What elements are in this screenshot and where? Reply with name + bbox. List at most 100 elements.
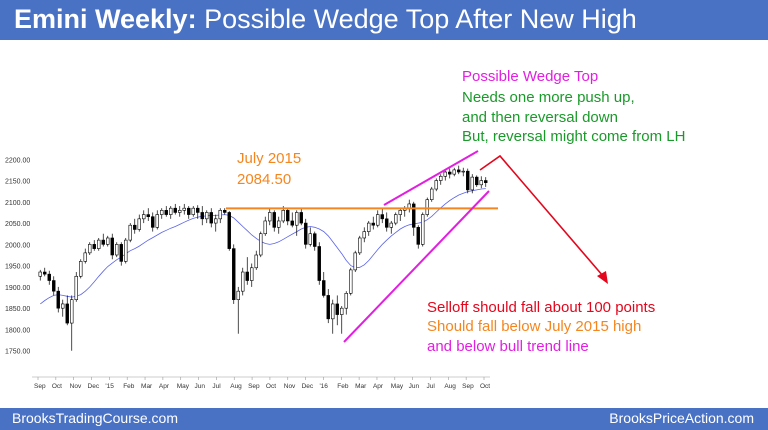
candle xyxy=(371,216,375,230)
x-tick-label: Nov xyxy=(284,383,296,390)
candle-body xyxy=(331,303,335,320)
candle xyxy=(119,242,123,266)
candle-body xyxy=(281,210,285,222)
candle-body xyxy=(326,295,330,320)
y-tick-label: 1950.00 xyxy=(5,264,30,271)
x-tick-label: Oct xyxy=(52,383,62,390)
candle-body xyxy=(43,271,47,275)
candle xyxy=(227,211,231,251)
candle-body xyxy=(452,169,456,175)
candle-body xyxy=(286,210,290,222)
candle xyxy=(380,208,384,224)
candle xyxy=(110,233,114,260)
candle-body xyxy=(47,273,51,281)
candle-body xyxy=(214,218,218,224)
candle xyxy=(214,214,218,232)
candle xyxy=(146,208,150,221)
candle-body xyxy=(110,237,114,256)
candle xyxy=(245,257,249,285)
candle-body xyxy=(88,244,92,254)
candle-body xyxy=(484,180,488,183)
candle xyxy=(70,295,74,351)
candle-body xyxy=(358,237,362,254)
candle xyxy=(178,206,182,217)
candle xyxy=(272,210,276,232)
candle xyxy=(331,299,335,334)
candle-body xyxy=(146,214,150,218)
candle-body xyxy=(272,212,276,228)
candle-body xyxy=(295,212,299,226)
candle-body xyxy=(205,212,209,220)
x-tick-label: Feb xyxy=(337,383,349,390)
candle-body xyxy=(119,244,123,262)
candle xyxy=(344,291,348,315)
candle-body xyxy=(448,171,452,175)
x-tick-label: Dec xyxy=(302,383,314,390)
candle xyxy=(322,272,326,298)
candle-body xyxy=(106,237,110,245)
candle-body xyxy=(308,233,312,245)
x-tick-label: Nov xyxy=(70,383,82,390)
candle-body xyxy=(74,275,78,300)
candle-body xyxy=(367,222,371,232)
candle xyxy=(304,218,308,249)
candle xyxy=(425,197,429,217)
x-tick-label: Oct xyxy=(266,383,276,390)
candle xyxy=(209,208,213,228)
candle-body xyxy=(155,214,159,228)
candle xyxy=(479,176,483,189)
candle xyxy=(457,165,461,175)
candle-body xyxy=(56,290,60,309)
candle xyxy=(38,269,42,281)
x-tick-label: Sep xyxy=(34,383,46,390)
candle-body xyxy=(232,248,236,300)
candle-body xyxy=(182,207,186,211)
candle-body xyxy=(65,303,69,324)
candle-body xyxy=(353,252,357,271)
x-tick-label: '15 xyxy=(105,383,114,390)
candle xyxy=(101,233,105,247)
candle-body xyxy=(349,269,353,294)
candle-body xyxy=(335,303,339,315)
candle-body xyxy=(430,188,434,200)
x-tick-label: Aug xyxy=(230,383,242,390)
candle-body xyxy=(101,239,105,245)
candle-body xyxy=(187,207,191,215)
candle xyxy=(263,216,267,236)
candle xyxy=(56,286,60,313)
candle-body xyxy=(151,216,155,228)
candle xyxy=(241,267,245,296)
candle xyxy=(92,240,96,251)
candle xyxy=(61,299,65,317)
candle-body xyxy=(479,180,483,186)
candle xyxy=(142,210,146,224)
wedge-title: Possible Wedge Top xyxy=(462,68,598,85)
candle xyxy=(349,267,353,296)
candle-body xyxy=(128,224,132,241)
candle-body xyxy=(164,210,168,215)
candle-body xyxy=(475,176,479,186)
x-tick-label: Feb xyxy=(123,383,135,390)
candle-body xyxy=(169,207,173,215)
candle-body xyxy=(241,271,245,292)
candle xyxy=(286,208,290,226)
candle-body xyxy=(371,222,375,226)
x-tick-label: Apr xyxy=(373,383,384,390)
candle xyxy=(448,168,452,179)
candle xyxy=(268,208,272,226)
candle-body xyxy=(79,261,83,277)
candle-body xyxy=(61,303,65,309)
candle-body xyxy=(385,218,389,228)
candle-body xyxy=(389,222,393,228)
candle xyxy=(452,167,456,177)
candle xyxy=(367,220,371,236)
wedge-line1: Needs one more push up, xyxy=(462,89,635,106)
x-tick-label: Mar xyxy=(355,383,367,390)
candle xyxy=(389,220,393,234)
candle-body xyxy=(227,212,231,249)
y-tick-label: 2100.00 xyxy=(5,200,30,207)
candle xyxy=(461,167,465,177)
candle xyxy=(259,231,263,258)
footer: BrooksTradingCourse.com BrooksPriceActio… xyxy=(0,408,768,430)
candle xyxy=(115,242,119,258)
